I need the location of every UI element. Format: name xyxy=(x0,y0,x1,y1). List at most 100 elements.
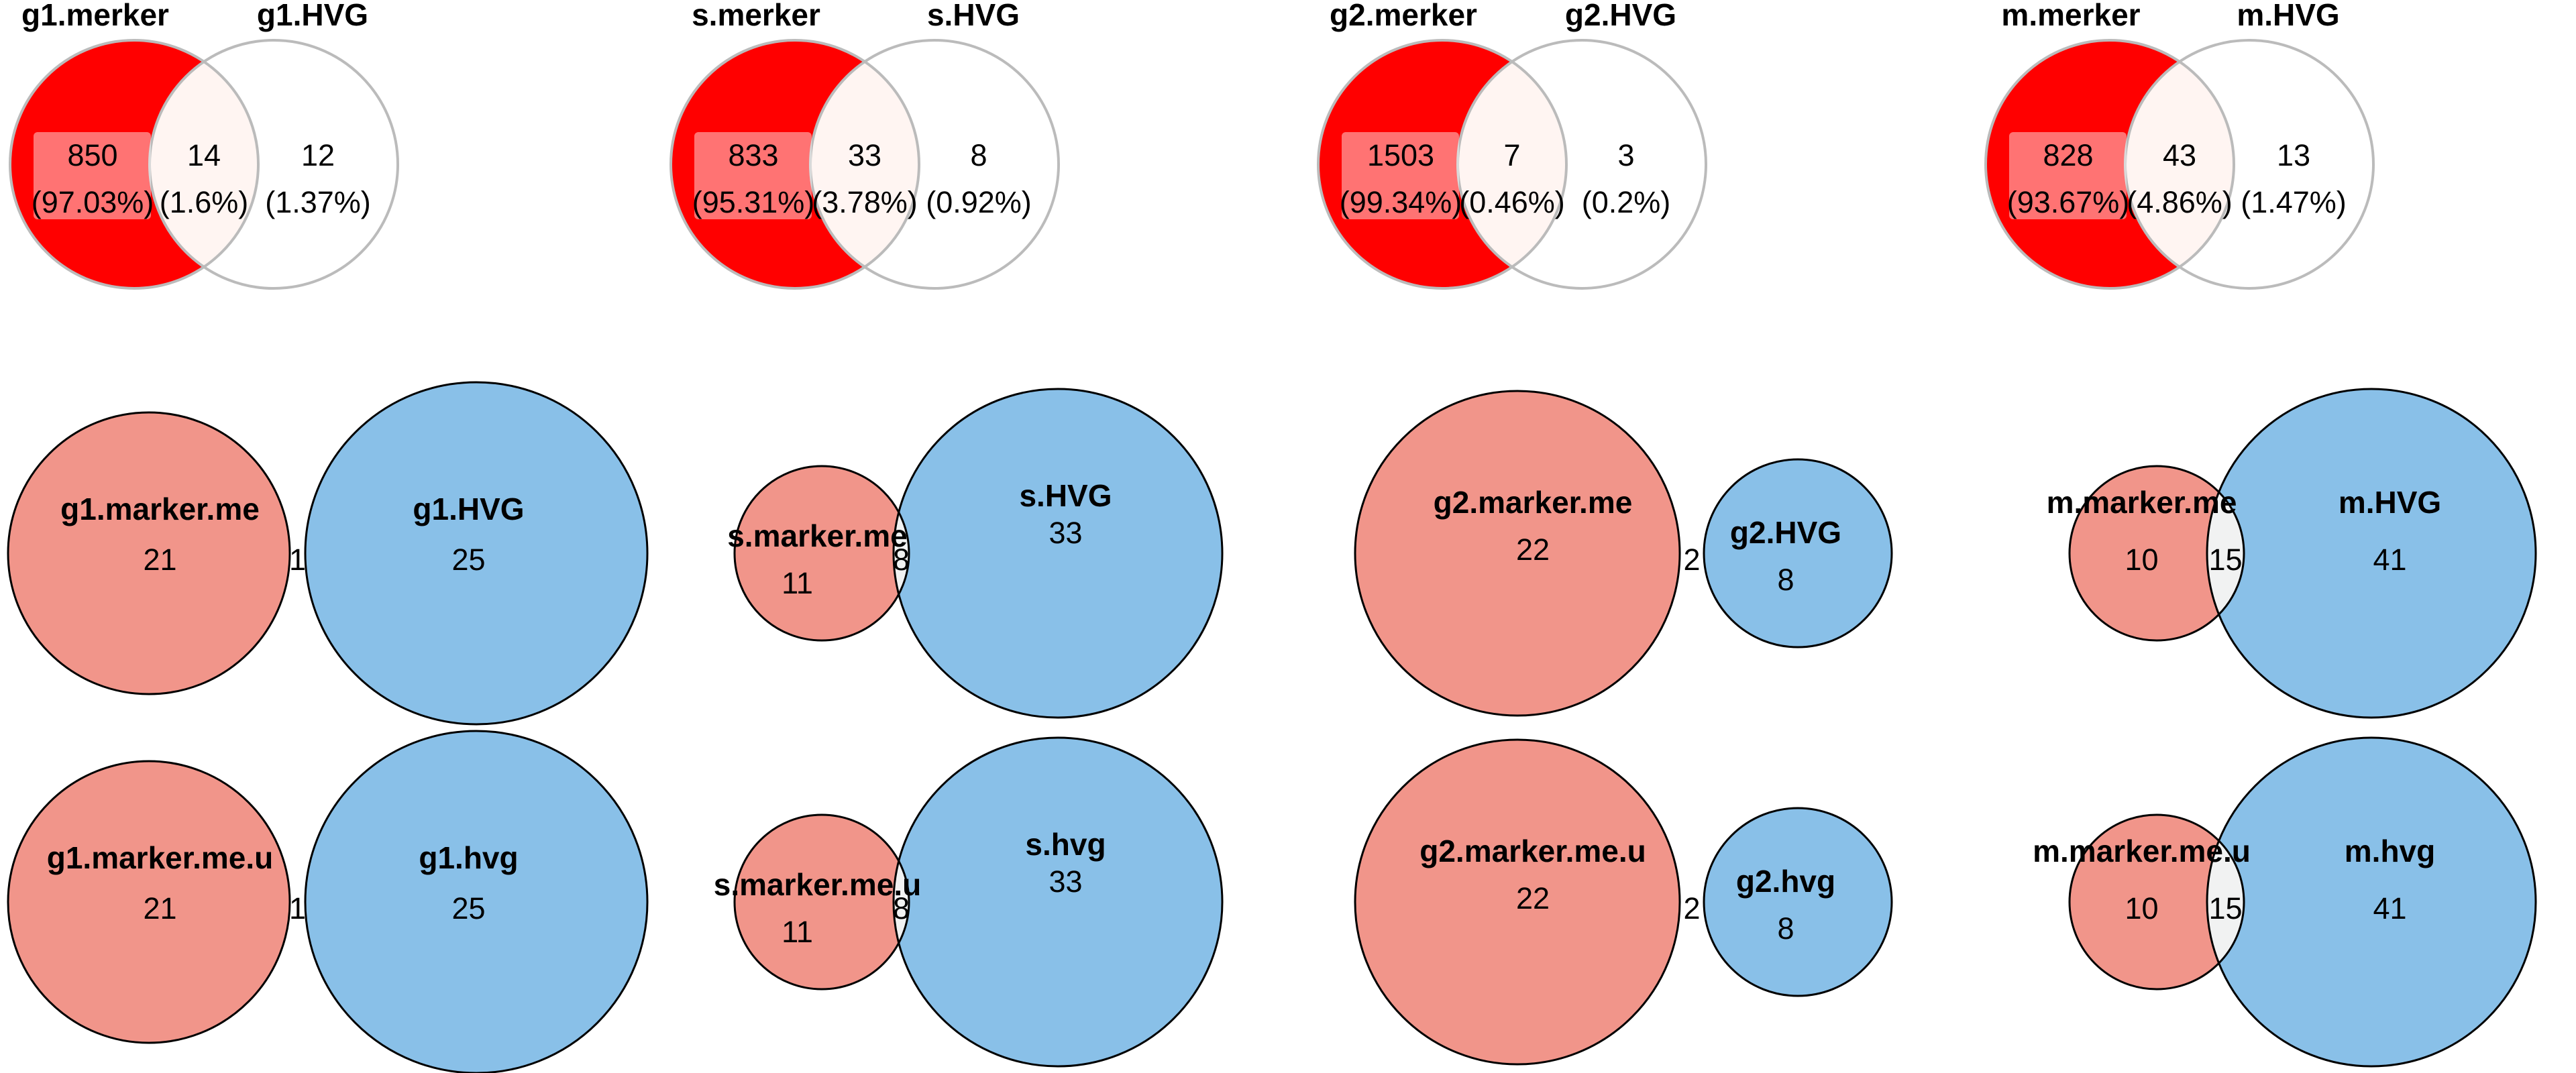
count-left-only: 11 xyxy=(782,566,813,600)
count-left-only: 10 xyxy=(2125,543,2158,577)
set-label-right: s.hvg xyxy=(1025,827,1106,862)
set-outline-left xyxy=(1317,39,1568,290)
count-right-only: 12 xyxy=(301,138,335,172)
count-overlap: 8 xyxy=(893,891,910,925)
label-box xyxy=(694,132,812,219)
set-outline-left xyxy=(733,465,910,642)
set-circle-right xyxy=(1704,459,1892,647)
percent-overlap: (1.6%) xyxy=(160,185,249,219)
set-label-left: m.marker.me xyxy=(2047,485,2237,520)
count-overlap: 2 xyxy=(1683,543,1700,577)
count-left-only: 11 xyxy=(782,915,813,949)
overlap-region xyxy=(1458,40,1566,288)
set-label-right: s.HVG xyxy=(1019,478,1112,513)
venn-panel-proportional-percent-2: s.merker s.HVG 833 (95.31%) 33 (3.78%) 8 (0.92%… xyxy=(669,0,1060,290)
count-right-only: 41 xyxy=(2373,891,2406,925)
count-overlap: 14 xyxy=(187,138,221,172)
set-circle-right xyxy=(2124,39,2375,290)
set-circle-left xyxy=(8,761,290,1043)
percent-right-only: (1.47%) xyxy=(2241,185,2347,219)
percent-left-only: (97.03%) xyxy=(32,185,154,219)
set-label-left: g2.marker.me xyxy=(1434,485,1633,520)
venn-panel-proportional-percent-4: m.merker m.HVG 828 (93.67%) 43 (4.86%) 13 (1.47… xyxy=(1984,0,2375,290)
percent-overlap: (0.46%) xyxy=(1459,185,1565,219)
set-label-left: g1.merker xyxy=(21,0,169,32)
set-label-left: s.marker.me.u xyxy=(714,867,921,902)
set-outline-right xyxy=(2206,388,2537,719)
set-outline-left xyxy=(733,813,910,991)
count-overlap: 15 xyxy=(2208,891,2242,925)
set-outline-right xyxy=(892,388,1224,719)
set-outline-left xyxy=(9,39,260,290)
count-left-only: 828 xyxy=(2043,138,2093,172)
set-outline-left xyxy=(7,411,291,695)
set-label-right: g1.HVG xyxy=(413,492,524,526)
set-circle-left xyxy=(735,815,909,989)
count-overlap: 1 xyxy=(289,543,306,577)
count-left-only: 22 xyxy=(1516,881,1550,915)
set-circle-left xyxy=(2070,815,2244,989)
set-circle-left xyxy=(735,466,909,640)
set-label-left: m.merker xyxy=(2001,0,2140,32)
label-box xyxy=(1342,132,1459,219)
count-overlap: 43 xyxy=(2163,138,2196,172)
venn-panel-area-proportional-me-1: g1.marker.me 21 1 g1.HVG 25 xyxy=(7,381,649,726)
venn-panel-area-proportional-me-4: m.marker.me 10 15 m.HVG 41 xyxy=(2047,388,2537,719)
set-outline-right xyxy=(1703,807,1893,997)
set-circle-right xyxy=(894,738,1222,1066)
overlap-region xyxy=(2125,40,2234,288)
count-right-only: 33 xyxy=(1049,516,1082,550)
set-outline-right xyxy=(1703,458,1893,648)
set-circle-right xyxy=(148,39,399,290)
set-label-right: g1.HVG xyxy=(257,0,368,32)
percent-overlap: (4.86%) xyxy=(2127,185,2233,219)
set-label-right: m.HVG xyxy=(2339,485,2441,520)
set-label-left: m.marker.me.u xyxy=(2033,834,2251,868)
set-circle-right xyxy=(2207,738,2536,1066)
count-overlap: 1 xyxy=(289,891,306,925)
set-circle-right xyxy=(305,731,647,1073)
set-outline-right xyxy=(304,381,649,726)
set-outline-left xyxy=(1354,738,1681,1066)
set-outline-left xyxy=(669,39,920,290)
count-right-only: 25 xyxy=(451,543,485,577)
set-outline-left xyxy=(1984,39,2235,290)
set-circle-right xyxy=(809,39,1060,290)
percent-right-only: (0.92%) xyxy=(926,185,1032,219)
set-label-left: s.marker.me xyxy=(727,518,908,553)
percent-left-only: (95.31%) xyxy=(692,185,815,219)
set-label-left: g1.marker.me.u xyxy=(47,840,274,875)
set-label-right: m.hvg xyxy=(2345,834,2435,868)
set-outline-right xyxy=(304,730,649,1073)
set-label-left: s.merker xyxy=(692,0,820,32)
venn-panel-proportional-percent-1: g1.merker g1.HVG 850 (97.03%) 14 (1.6%) 12 (1.3… xyxy=(9,0,399,290)
count-right-only: 41 xyxy=(2373,543,2406,577)
count-left-only: 833 xyxy=(728,138,778,172)
count-right-only: 33 xyxy=(1049,864,1082,899)
set-circle-left xyxy=(1355,391,1680,716)
count-overlap: 33 xyxy=(848,138,881,172)
set-circle-right xyxy=(894,389,1222,718)
set-label-left: g2.merker xyxy=(1330,0,1477,32)
count-right-only: 8 xyxy=(1777,911,1794,946)
set-outline-left xyxy=(2068,813,2245,991)
count-right-only: 8 xyxy=(1777,563,1794,597)
set-circle-left xyxy=(2070,466,2244,640)
count-left-only: 850 xyxy=(67,138,117,172)
count-left-only: 22 xyxy=(1516,532,1550,567)
set-outline-left xyxy=(7,760,291,1044)
set-label-left: g2.marker.me.u xyxy=(1419,834,1646,868)
overlap-region xyxy=(150,40,258,288)
set-label-right: g2.hvg xyxy=(1736,864,1835,899)
percent-right-only: (1.37%) xyxy=(265,185,371,219)
percent-overlap: (3.78%) xyxy=(812,185,918,219)
set-circle-right xyxy=(2207,389,2536,718)
venn-panel-area-proportional-me-u-1: g1.marker.me.u 21 1 g1.hvg 25 xyxy=(7,730,649,1073)
count-left-only: 21 xyxy=(143,543,176,577)
count-right-only: 8 xyxy=(970,138,987,172)
percent-left-only: (93.67%) xyxy=(2007,185,2130,219)
count-overlap: 2 xyxy=(1683,891,1700,925)
